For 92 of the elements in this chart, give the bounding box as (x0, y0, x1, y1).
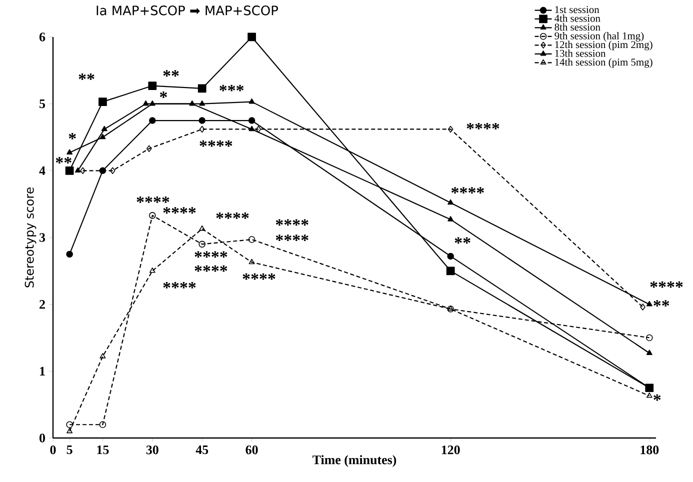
x-axis-title: Time (minutes) (312, 455, 396, 467)
annotation: **** (163, 207, 196, 214)
annotation: **** (242, 273, 276, 280)
annotation: **** (466, 122, 500, 130)
point (99, 421, 106, 428)
annotation: ** (78, 74, 94, 80)
annotation: ** (654, 300, 670, 306)
point (149, 117, 156, 124)
point (198, 84, 206, 93)
point (448, 126, 454, 133)
x-tick-label: 5 (66, 446, 72, 454)
point (80, 167, 86, 174)
legend-label: 14th session (pim 5mg) (555, 58, 652, 68)
annotation: **** (163, 282, 196, 288)
y-tick-label: 5 (40, 100, 46, 108)
point (149, 268, 156, 273)
legend-label: 13th session (555, 50, 606, 57)
point (65, 166, 74, 175)
point (646, 300, 652, 306)
annotation: **** (194, 265, 228, 272)
point (646, 334, 653, 342)
point (99, 167, 106, 174)
point (199, 126, 205, 133)
annotation: **** (200, 140, 232, 147)
annotation: **** (136, 196, 170, 203)
annotation: * (68, 133, 76, 140)
y-tick-label: 0 (40, 434, 46, 442)
legend-label: 8th session (554, 23, 600, 31)
point (448, 216, 454, 222)
legend-label: 9th session (hal 1mg) (554, 32, 644, 42)
point (248, 236, 256, 243)
point (149, 100, 156, 106)
point (101, 126, 108, 132)
point (110, 167, 116, 174)
point (148, 82, 157, 90)
y-tick-label: 2 (40, 300, 45, 309)
point (142, 100, 149, 106)
point (646, 350, 652, 356)
point (100, 353, 106, 358)
annotation: ** (163, 70, 179, 77)
point (447, 252, 454, 260)
x-tick-label: 0 (50, 446, 56, 454)
point (198, 117, 206, 124)
chart-title: Ia MAP+SCOP ➡ MAP+SCOP (96, 6, 278, 16)
x-tick-label: 120 (442, 446, 460, 454)
point (146, 145, 152, 152)
point (640, 304, 646, 310)
x-tick-label: 15 (97, 446, 109, 454)
point (446, 266, 455, 276)
point (248, 126, 255, 132)
annotation: **** (451, 187, 484, 194)
annotation: * (160, 92, 167, 98)
point (248, 98, 255, 104)
annotation: **** (650, 281, 683, 288)
x-tick-label: 180 (640, 446, 659, 454)
point (100, 134, 106, 140)
annotation: *** (220, 84, 244, 92)
point (189, 100, 196, 106)
y-tick-label: 1 (40, 366, 45, 376)
point (248, 258, 255, 264)
point (66, 149, 73, 155)
point (66, 421, 73, 428)
point (646, 392, 652, 398)
legend-label: 12th session (pim 2mg) (555, 40, 652, 50)
legend-label: 1st session (555, 6, 600, 14)
annotation: **** (216, 212, 249, 219)
x-tick-label: 30 (146, 446, 158, 454)
point (74, 167, 81, 173)
point (149, 212, 156, 219)
y-tick-label: 3 (40, 233, 46, 242)
annotation: **** (276, 234, 308, 241)
point (248, 117, 256, 124)
point (66, 428, 73, 434)
point (448, 199, 454, 205)
legend-label: 4th session (554, 14, 600, 22)
x-tick-label: 45 (196, 446, 208, 454)
point (248, 32, 256, 42)
y-tick-label: 4 (39, 166, 46, 175)
point (98, 98, 107, 106)
point (199, 100, 206, 106)
annotation: **** (194, 251, 228, 258)
annotation: * (654, 394, 661, 401)
point (198, 240, 206, 248)
y-axis-title: Stereotypy score (24, 187, 36, 288)
point (256, 126, 262, 133)
annotation: **** (276, 219, 308, 226)
x-tick-label: 60 (246, 446, 258, 454)
y-tick-label: 6 (39, 32, 46, 42)
point (66, 250, 73, 258)
annotation: ** (454, 237, 470, 244)
point (199, 225, 206, 231)
annotation: ** (56, 157, 72, 164)
